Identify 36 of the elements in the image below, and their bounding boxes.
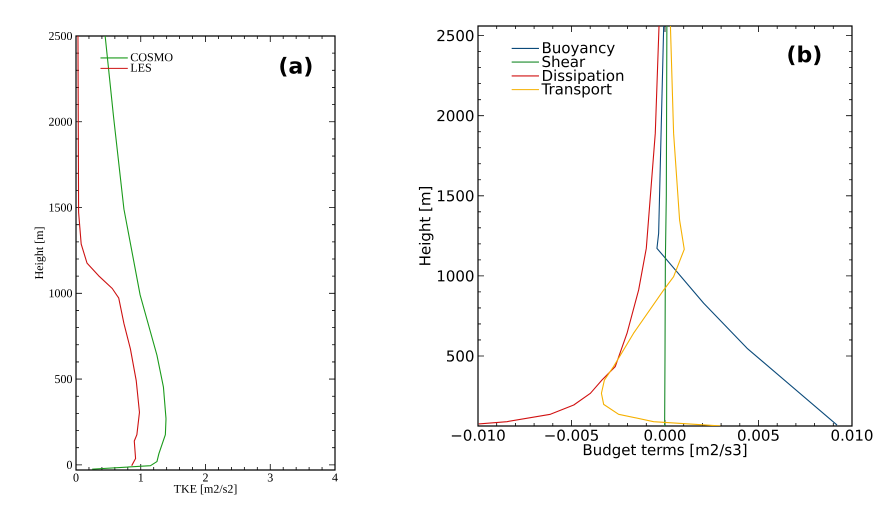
y-tick-label: 1000 bbox=[438, 270, 474, 282]
x-tick-label: 0 bbox=[73, 474, 79, 482]
line-series bbox=[478, 26, 660, 424]
legend-label: LES bbox=[130, 64, 151, 72]
y-tick-label: 2500 bbox=[49, 32, 72, 40]
legend-label: Buoyancy bbox=[543, 42, 615, 56]
line-series bbox=[664, 26, 668, 426]
x-tick-label: 3 bbox=[268, 474, 273, 482]
x-axis-title: Budget terms [m2/s3] bbox=[584, 444, 746, 458]
y-tick-label: 1000 bbox=[50, 289, 72, 298]
x-tick-label: −0.010 bbox=[452, 430, 505, 441]
line-series bbox=[656, 26, 838, 426]
y-tick-label: 500 bbox=[55, 375, 72, 384]
annotation: (a) bbox=[280, 56, 312, 76]
x-tick-label: 1 bbox=[138, 474, 144, 482]
y-tick-label: 2000 bbox=[437, 110, 474, 122]
legend-label: Shear bbox=[542, 56, 586, 68]
x-tick-label: 0.005 bbox=[738, 430, 779, 441]
y-tick-label: 2500 bbox=[437, 30, 474, 42]
legend-label: Transport bbox=[541, 83, 612, 98]
y-tick-label: 1500 bbox=[438, 190, 474, 202]
y-tick-label: 1500 bbox=[50, 203, 72, 212]
legend-label: Dissipation bbox=[543, 70, 624, 84]
legend-label: COSMO bbox=[130, 53, 173, 62]
x-tick-label: 0.000 bbox=[644, 430, 686, 441]
x-tick-label: 2 bbox=[203, 474, 208, 482]
x-tick-label: 0.010 bbox=[832, 430, 872, 441]
x-tick-label: 4 bbox=[332, 474, 338, 482]
annotation: (b) bbox=[788, 46, 820, 66]
y-axis-title: Height [m] bbox=[418, 186, 434, 265]
y-tick-label: 500 bbox=[447, 350, 474, 362]
x-axis-title: TKE [m2/s2] bbox=[174, 484, 236, 494]
y-tick-label: 2000 bbox=[49, 118, 72, 126]
y-tick-label: 0 bbox=[66, 460, 72, 469]
y-axis-title: Height [m] bbox=[34, 227, 46, 280]
x-tick-label: −0.005 bbox=[545, 430, 598, 441]
